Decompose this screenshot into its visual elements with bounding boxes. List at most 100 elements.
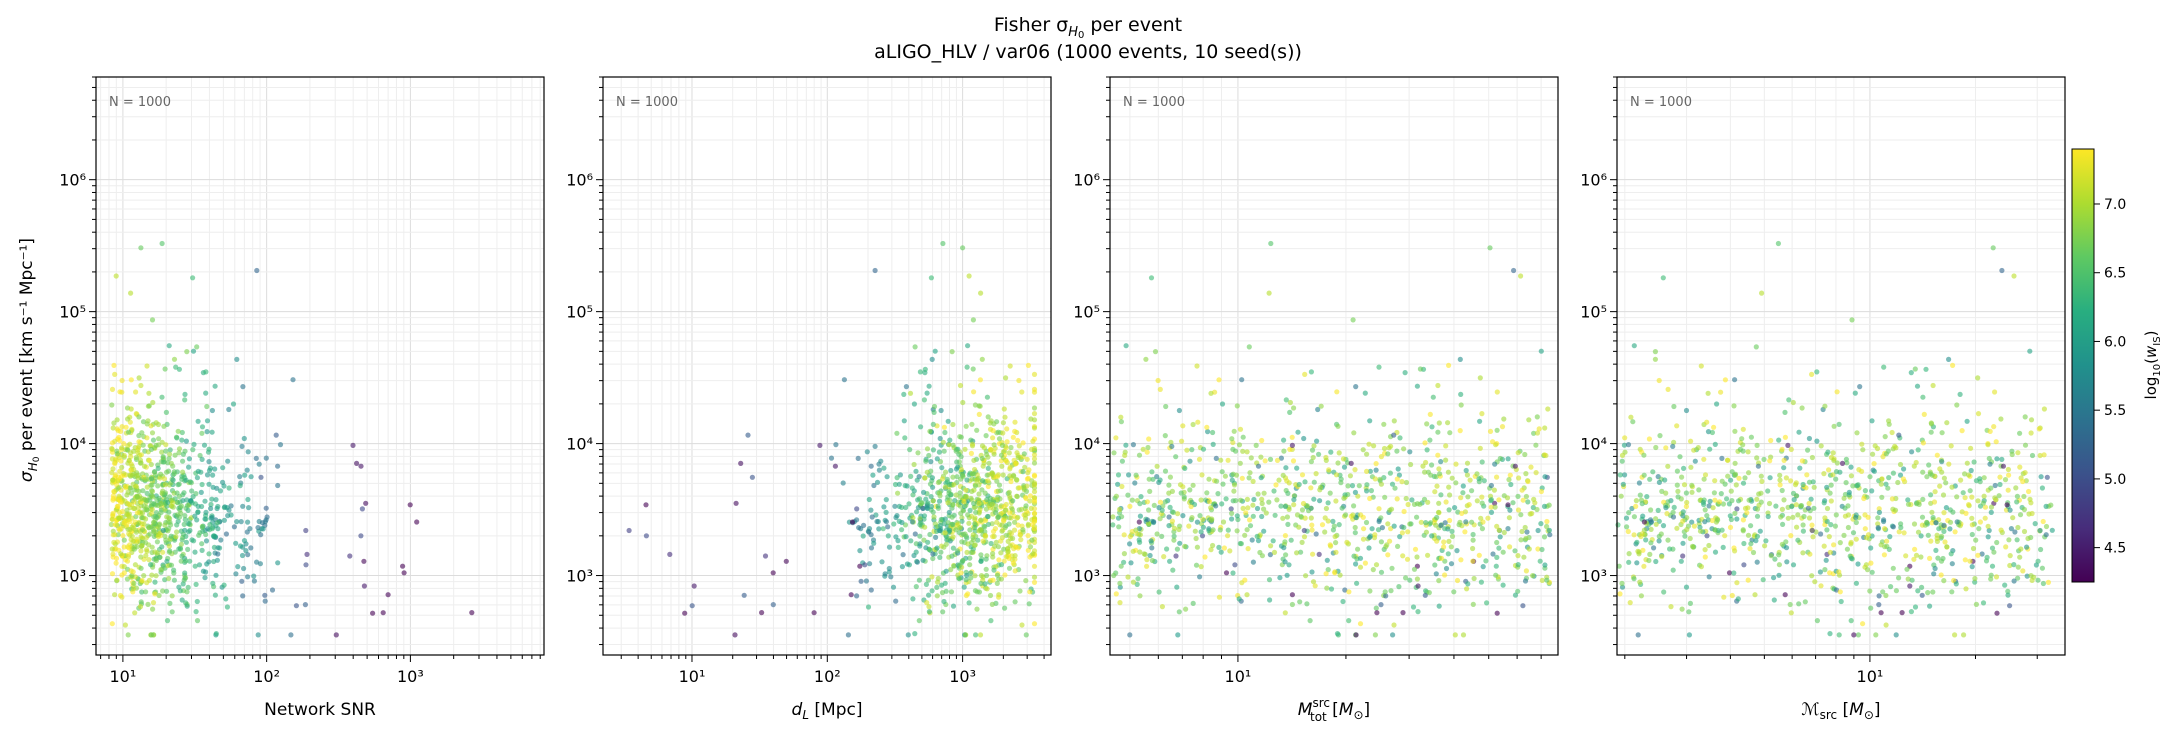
data-point bbox=[1424, 421, 1430, 427]
data-point bbox=[1641, 563, 1647, 569]
data-point bbox=[946, 482, 952, 488]
data-point bbox=[1973, 601, 1979, 608]
data-point bbox=[883, 519, 890, 525]
data-point bbox=[1732, 548, 1738, 554]
data-point bbox=[1977, 476, 1983, 482]
data-point bbox=[1357, 555, 1364, 561]
data-point bbox=[1882, 434, 1888, 440]
data-point bbox=[1912, 604, 1919, 610]
data-point bbox=[924, 390, 930, 396]
data-point bbox=[304, 551, 310, 558]
data-point bbox=[183, 477, 189, 483]
data-point bbox=[1195, 419, 1201, 425]
data-point bbox=[109, 571, 116, 577]
data-point bbox=[223, 596, 229, 602]
data-point bbox=[1198, 564, 1204, 570]
data-point bbox=[1859, 468, 1865, 474]
data-point bbox=[1425, 552, 1431, 558]
data-point bbox=[1720, 501, 1726, 507]
data-point bbox=[1833, 476, 1839, 482]
data-point bbox=[951, 482, 957, 488]
data-point bbox=[1357, 564, 1364, 570]
data-point bbox=[848, 592, 854, 598]
data-point bbox=[210, 580, 216, 586]
data-point bbox=[1687, 600, 1693, 607]
data-point bbox=[1674, 423, 1680, 429]
data-point bbox=[976, 411, 982, 417]
data-point bbox=[1653, 558, 1659, 565]
data-point bbox=[1981, 493, 1987, 499]
data-point bbox=[1261, 528, 1267, 534]
data-point bbox=[174, 490, 180, 496]
data-point bbox=[1301, 527, 1307, 534]
data-point bbox=[262, 592, 268, 598]
data-point bbox=[1715, 517, 1721, 523]
data-point bbox=[1433, 522, 1439, 528]
data-point bbox=[213, 497, 219, 503]
data-point bbox=[881, 504, 887, 510]
data-point bbox=[1302, 479, 1308, 485]
data-point bbox=[1375, 527, 1382, 533]
data-point bbox=[191, 441, 197, 447]
data-point bbox=[1145, 444, 1151, 451]
data-point bbox=[174, 435, 180, 441]
data-point bbox=[1126, 472, 1132, 478]
data-point bbox=[1135, 576, 1141, 582]
panel-annotation: N = 1000 bbox=[109, 95, 171, 110]
data-point bbox=[1745, 449, 1751, 455]
data-point bbox=[1824, 505, 1831, 512]
data-point bbox=[1729, 498, 1735, 504]
data-point bbox=[1347, 473, 1353, 479]
data-point bbox=[1180, 513, 1186, 519]
data-point bbox=[1661, 589, 1667, 595]
data-point bbox=[121, 537, 127, 543]
data-point bbox=[1670, 509, 1676, 515]
data-point bbox=[385, 592, 391, 598]
data-point bbox=[1795, 537, 1801, 543]
data-point bbox=[1373, 605, 1379, 611]
data-point bbox=[245, 496, 251, 503]
data-point bbox=[1919, 592, 1925, 598]
data-point bbox=[171, 471, 177, 477]
data-point bbox=[1474, 498, 1480, 504]
data-point bbox=[350, 442, 356, 448]
data-point bbox=[1920, 440, 1926, 446]
data-point bbox=[1004, 426, 1010, 432]
data-point bbox=[1522, 524, 1528, 531]
data-point bbox=[925, 539, 931, 545]
data-point bbox=[1975, 498, 1981, 504]
data-point bbox=[1759, 290, 1765, 296]
data-point bbox=[876, 467, 883, 473]
data-point bbox=[185, 584, 191, 591]
data-point bbox=[1236, 442, 1243, 448]
data-point bbox=[1367, 588, 1373, 594]
data-point bbox=[136, 375, 142, 381]
data-point bbox=[192, 513, 198, 519]
data-point bbox=[1387, 470, 1393, 476]
data-point bbox=[1025, 533, 1031, 539]
data-point bbox=[203, 569, 209, 575]
data-point bbox=[132, 562, 138, 568]
data-point bbox=[983, 506, 990, 512]
data-point bbox=[1012, 568, 1018, 574]
data-point bbox=[1633, 498, 1639, 504]
data-point bbox=[130, 472, 136, 478]
data-point bbox=[1887, 534, 1893, 540]
data-point bbox=[916, 496, 923, 502]
data-point bbox=[198, 489, 204, 495]
data-point bbox=[1280, 515, 1286, 521]
data-point bbox=[208, 505, 214, 512]
data-point bbox=[180, 531, 186, 537]
data-point bbox=[1710, 505, 1716, 511]
data-point bbox=[1460, 483, 1466, 489]
data-point bbox=[1885, 485, 1891, 491]
data-point bbox=[1781, 497, 1787, 503]
data-point bbox=[1667, 546, 1673, 552]
data-point bbox=[1286, 506, 1292, 512]
data-point bbox=[2028, 500, 2034, 506]
data-point bbox=[1233, 448, 1239, 454]
data-point bbox=[1271, 488, 1277, 494]
data-point bbox=[248, 545, 254, 551]
data-point bbox=[1229, 510, 1235, 516]
data-point bbox=[2007, 603, 2013, 609]
